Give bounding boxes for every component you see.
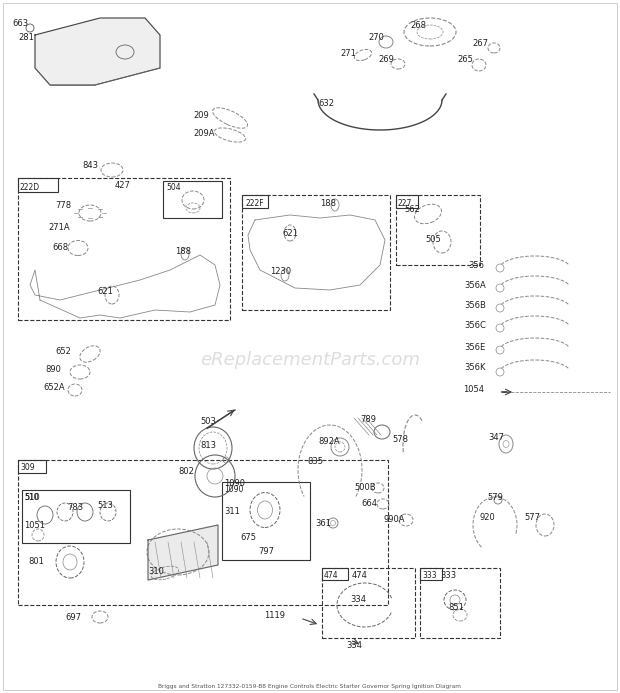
Text: 697: 697 <box>65 613 81 622</box>
Text: 621: 621 <box>97 286 113 295</box>
Bar <box>322 568 415 638</box>
Text: 188: 188 <box>320 198 336 207</box>
Bar <box>420 568 442 580</box>
Text: 504: 504 <box>166 182 180 191</box>
Text: Briggs and Stratton 127332-0159-B8 Engine Controls Electric Starter Governor Spr: Briggs and Stratton 127332-0159-B8 Engin… <box>159 684 461 689</box>
Text: 632: 632 <box>318 98 334 107</box>
Text: 675: 675 <box>240 532 256 541</box>
Bar <box>163 181 222 218</box>
Text: 801: 801 <box>28 557 44 566</box>
Bar <box>322 568 348 580</box>
Text: 789: 789 <box>360 416 376 425</box>
Text: 333: 333 <box>422 570 436 579</box>
Text: 267: 267 <box>472 40 488 49</box>
Text: 1054: 1054 <box>463 385 484 394</box>
Text: 427: 427 <box>115 182 131 191</box>
Text: 281: 281 <box>18 33 34 42</box>
Text: 356: 356 <box>468 261 484 270</box>
Text: eReplacementParts.com: eReplacementParts.com <box>200 351 420 369</box>
Text: 474: 474 <box>352 570 368 579</box>
Bar <box>242 195 268 208</box>
Text: 356A: 356A <box>464 281 485 290</box>
Text: 510: 510 <box>24 493 38 502</box>
Text: 505: 505 <box>425 236 441 245</box>
Text: 920: 920 <box>480 514 496 523</box>
Text: 227: 227 <box>398 198 412 207</box>
Text: 310: 310 <box>148 568 164 577</box>
Text: 356E: 356E <box>464 342 485 351</box>
Text: 892A: 892A <box>318 437 340 446</box>
Text: 347: 347 <box>488 434 504 443</box>
Text: 797: 797 <box>258 547 274 556</box>
Text: 209A: 209A <box>193 128 215 137</box>
Text: 990A: 990A <box>384 516 405 525</box>
Text: 1230: 1230 <box>270 267 291 277</box>
Text: 309: 309 <box>20 464 35 473</box>
Bar <box>222 482 310 560</box>
Text: 778: 778 <box>55 202 71 211</box>
Text: 271: 271 <box>340 49 356 58</box>
Polygon shape <box>148 525 218 580</box>
Text: 503: 503 <box>200 417 216 426</box>
Text: 783: 783 <box>67 502 83 511</box>
Text: 652A: 652A <box>43 383 64 392</box>
Bar <box>18 178 230 320</box>
Text: 1051: 1051 <box>24 520 45 529</box>
Text: 1090: 1090 <box>224 484 244 493</box>
Text: 209: 209 <box>193 110 209 119</box>
Text: 1090: 1090 <box>224 480 245 489</box>
Text: 269: 269 <box>378 55 394 64</box>
Polygon shape <box>35 18 160 85</box>
Text: 577: 577 <box>524 514 540 523</box>
Text: 222F: 222F <box>245 198 264 207</box>
Text: 890: 890 <box>45 365 61 374</box>
Text: 333: 333 <box>440 570 456 579</box>
Text: 851: 851 <box>448 604 464 613</box>
Bar <box>396 195 418 208</box>
Bar <box>396 195 480 265</box>
Text: 334: 334 <box>346 640 362 649</box>
Text: 334: 334 <box>350 595 366 604</box>
Text: 579: 579 <box>487 493 503 502</box>
Text: 652: 652 <box>55 347 71 356</box>
Text: 562: 562 <box>404 204 420 213</box>
Text: 802: 802 <box>178 468 194 477</box>
Text: 311: 311 <box>224 507 240 516</box>
Text: 835: 835 <box>307 457 323 466</box>
Text: 356B: 356B <box>464 301 486 310</box>
Text: 356C: 356C <box>464 320 486 329</box>
Bar <box>22 490 130 543</box>
Text: 513: 513 <box>97 500 113 509</box>
Text: 270: 270 <box>368 33 384 42</box>
Bar <box>242 195 390 310</box>
Bar <box>420 568 500 638</box>
Text: 621: 621 <box>282 229 298 238</box>
Text: 500B: 500B <box>354 482 376 491</box>
Text: 663: 663 <box>12 19 28 28</box>
Text: 813: 813 <box>200 441 216 450</box>
Text: 361: 361 <box>315 518 331 527</box>
Text: 1119: 1119 <box>264 611 285 620</box>
Text: 510: 510 <box>24 493 40 502</box>
Text: 843: 843 <box>82 161 98 170</box>
Bar <box>18 460 46 473</box>
Text: 271A: 271A <box>48 224 69 232</box>
Text: 265: 265 <box>457 55 473 64</box>
Text: 578: 578 <box>392 435 408 444</box>
Text: 474: 474 <box>324 570 339 579</box>
Bar <box>18 460 388 605</box>
Text: 268: 268 <box>410 21 426 30</box>
Bar <box>18 178 58 192</box>
Text: 664: 664 <box>361 498 377 507</box>
Text: 356K: 356K <box>464 364 485 373</box>
Text: 222D: 222D <box>20 184 40 193</box>
Text: 188: 188 <box>175 247 191 256</box>
Text: 668: 668 <box>52 243 68 252</box>
